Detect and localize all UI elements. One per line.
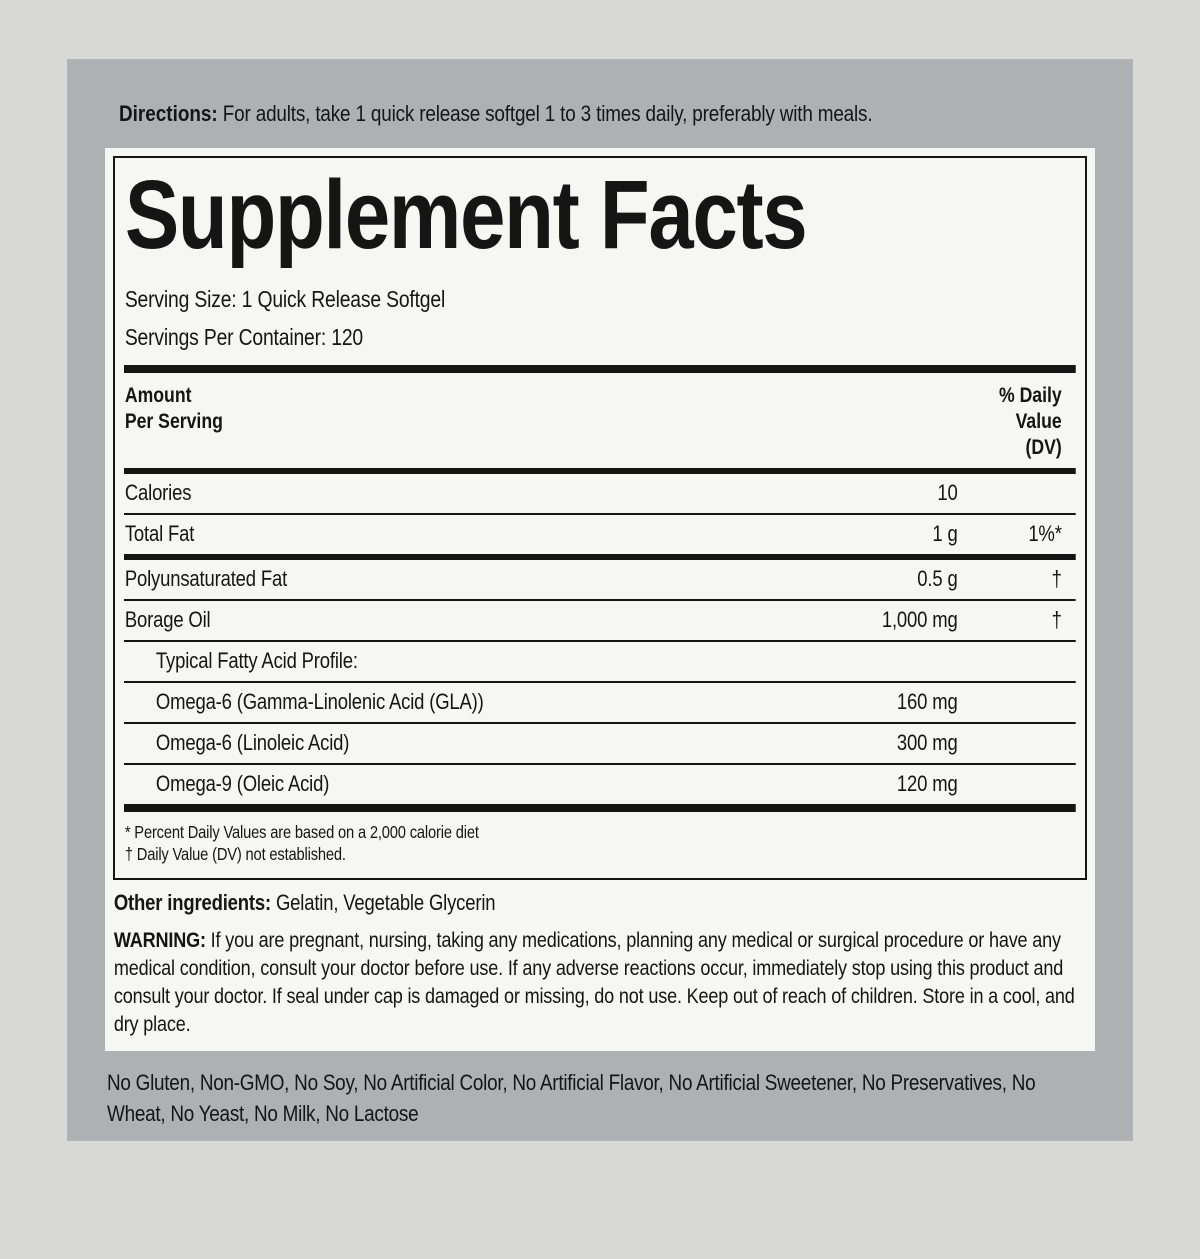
table-row-omega6-linoleic: Omega-6 (Linoleic Acid) 300 mg	[124, 721, 1077, 763]
header-amount-line1: Amount	[124, 383, 192, 407]
header-dv-line1: % Daily	[998, 383, 1062, 407]
nutrient-name: Polyunsaturated Fat	[124, 565, 288, 591]
header-dv-line2: Value	[1015, 409, 1062, 433]
nutrient-amount: 120 mg	[896, 770, 958, 796]
directions-label: Directions:	[119, 101, 218, 126]
table-row-borage-oil: Borage Oil 1,000 mg †	[124, 598, 1077, 640]
other-ingredients-label: Other ingredients:	[113, 889, 271, 915]
facts-header: Amount Per Serving % Daily Value (DV)	[124, 373, 1076, 468]
footnote-percent-daily-value: * Percent Daily Values are based on a 2,…	[124, 821, 479, 842]
nutrient-name: Total Fat	[124, 520, 195, 546]
supplement-facts-box: Supplement Facts Serving Size: 1 Quick R…	[113, 156, 1087, 880]
daily-value-header: % Daily Value (DV)	[999, 383, 1062, 461]
warning-label: WARNING:	[113, 927, 206, 952]
serving-info: Serving Size: 1 Quick Release Softgel Se…	[124, 286, 1076, 351]
nutrient-amount: 1,000 mg	[881, 606, 958, 632]
table-row-total-fat: Total Fat 1 g 1%*	[124, 512, 1077, 554]
nutrient-dv: 1%*	[1028, 520, 1062, 546]
label-panel: Supplement Facts Serving Size: 1 Quick R…	[105, 148, 1095, 1051]
nutrient-name: Calories	[124, 479, 192, 505]
nutrient-amount: 160 mg	[896, 688, 958, 714]
servings-per-container: Servings Per Container: 120	[124, 323, 364, 350]
directions-section: Directions: For adults, take 1 quick rel…	[67, 59, 1133, 127]
nutrient-dv: †	[1051, 565, 1062, 591]
header-amount-line2: Per Serving	[124, 409, 223, 433]
table-row-omega9-oleic: Omega-9 (Oleic Acid) 120 mg	[124, 762, 1077, 804]
serving-size: Serving Size: 1 Quick Release Softgel	[124, 285, 446, 312]
thick-divider-top	[124, 364, 1077, 373]
panel-lower-text: Other ingredients: Gelatin, Vegetable Gl…	[113, 890, 1087, 1038]
nutrient-amount: 0.5 g	[917, 565, 958, 591]
amount-per-serving-header: Amount Per Serving	[125, 383, 999, 461]
nutrient-name: Omega-9 (Oleic Acid)	[155, 770, 330, 796]
facts-content: Supplement Facts Serving Size: 1 Quick R…	[124, 160, 1077, 869]
footnotes: * Percent Daily Values are based on a 2,…	[124, 812, 1076, 869]
thick-divider-bottom	[124, 803, 1077, 812]
nutrient-dv: †	[1051, 606, 1062, 632]
nutrient-name: Omega-6 (Linoleic Acid)	[155, 729, 350, 755]
table-row-polyunsaturated-fat: Polyunsaturated Fat 0.5 g †	[124, 553, 1077, 599]
footnote-daily-value-not-established: † Daily Value (DV) not established.	[124, 844, 346, 865]
warning-body: If you are pregnant, nursing, taking any…	[113, 927, 1075, 1036]
claims-section: No Gluten, Non-GMO, No Soy, No Artificia…	[107, 1067, 1097, 1129]
dietary-claims: No Gluten, Non-GMO, No Soy, No Artificia…	[107, 1069, 1036, 1126]
warning-text: WARNING: If you are pregnant, nursing, t…	[114, 926, 1087, 1038]
nutrient-name: Omega-6 (Gamma-Linolenic Acid (GLA))	[155, 688, 484, 714]
nutrient-amount: 300 mg	[896, 729, 958, 755]
directions-body: For adults, take 1 quick release softgel…	[217, 101, 873, 126]
facts-title: Supplement Facts	[124, 160, 808, 269]
table-row-fatty-acid-profile: Typical Fatty Acid Profile:	[124, 639, 1077, 681]
other-ingredients: Other ingredients: Gelatin, Vegetable Gl…	[114, 890, 1087, 915]
other-ingredients-list: Gelatin, Vegetable Glycerin	[270, 889, 496, 915]
table-row-omega6-gla: Omega-6 (Gamma-Linolenic Acid (GLA)) 160…	[124, 680, 1077, 722]
table-row-calories: Calories 10	[124, 467, 1077, 513]
nutrient-amount: 10	[937, 479, 958, 505]
directions-text: Directions: For adults, take 1 quick rel…	[119, 100, 1133, 127]
nutrient-name: Borage Oil	[124, 606, 211, 632]
nutrient-name: Typical Fatty Acid Profile:	[155, 647, 358, 673]
header-dv-line3: (DV)	[1025, 435, 1062, 459]
nutrient-amount: 1 g	[932, 520, 958, 546]
supplement-label: Directions: For adults, take 1 quick rel…	[67, 59, 1133, 1141]
